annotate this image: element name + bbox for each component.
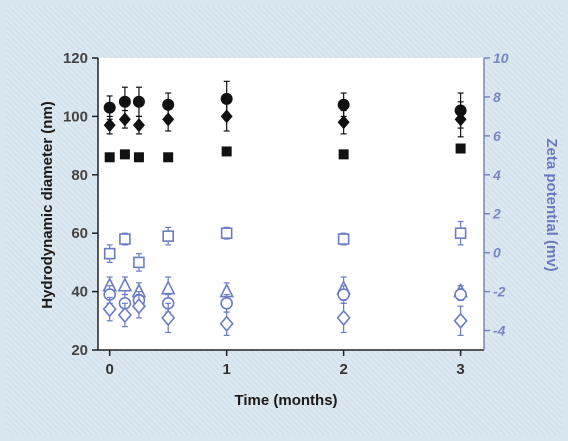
data-point-filled-diamond — [118, 112, 131, 127]
data-point-filled-circle — [118, 95, 131, 108]
y-tick-label: 20 — [71, 342, 88, 359]
data-point-open-circle — [454, 288, 467, 301]
y2-tick-label: -4 — [493, 323, 506, 339]
y2-tick-label: 10 — [493, 50, 509, 66]
data-point-filled-circle — [337, 98, 350, 111]
data-point-open-diamond — [336, 309, 351, 327]
data-point-open-square — [162, 230, 174, 242]
y-tick-label: 120 — [63, 50, 88, 67]
data-point-filled-diamond — [103, 118, 116, 133]
data-point-open-square — [220, 227, 233, 239]
data-point-filled-circle — [132, 95, 145, 108]
data-point-open-diamond — [219, 315, 234, 332]
y2-axis-title: Zeta potential (mv) — [543, 138, 560, 271]
y2-tick-label: 4 — [492, 167, 501, 183]
data-point-filled-diamond — [132, 118, 145, 133]
data-point-open-square — [133, 256, 145, 269]
x-tick-label: 1 — [222, 361, 230, 378]
data-point-open-circle — [337, 288, 350, 301]
data-point-filled-square — [163, 152, 174, 163]
plot-area — [98, 58, 484, 350]
data-point-filled-square — [455, 143, 466, 154]
data-point-open-diamond — [117, 306, 132, 324]
y-axis-title: Hydrodynamic diameter (nm) — [39, 101, 56, 309]
y-tick-label: 40 — [71, 284, 88, 301]
data-marks — [102, 80, 468, 336]
data-point-open-triangle — [117, 276, 133, 292]
data-point-filled-square — [338, 149, 349, 160]
data-point-filled-diamond — [220, 109, 233, 124]
y-tick-label: 60 — [71, 225, 88, 242]
data-point-open-square — [103, 247, 116, 260]
data-point-open-diamond — [453, 312, 468, 330]
data-point-open-diamond — [131, 297, 146, 315]
y-tick-label: 100 — [63, 108, 88, 125]
x-tick-label: 2 — [339, 361, 347, 378]
data-point-open-triangle — [160, 279, 176, 295]
data-point-filled-diamond — [162, 112, 175, 127]
y2-tick-label: 2 — [492, 206, 501, 222]
x-tick-label: 0 — [106, 361, 114, 378]
y2-tick-label: -2 — [493, 284, 506, 300]
data-point-filled-square — [133, 152, 144, 163]
y-tick-label: 80 — [71, 167, 88, 184]
data-point-open-square — [119, 233, 131, 245]
data-point-filled-square — [119, 149, 130, 160]
data-point-open-circle — [220, 296, 233, 310]
data-point-filled-diamond — [337, 115, 350, 130]
data-point-filled-square — [221, 146, 232, 157]
data-point-open-diamond — [161, 309, 176, 327]
data-point-filled-square — [104, 152, 115, 163]
data-point-open-diamond — [102, 300, 117, 318]
data-point-filled-diamond — [454, 112, 467, 127]
x-axis-title: Time (months) — [234, 392, 337, 409]
y2-tick-label: 8 — [493, 89, 501, 105]
x-tick-label: 3 — [456, 361, 464, 378]
y2-tick-label: 6 — [493, 128, 501, 144]
data-point-open-square — [454, 227, 467, 239]
y2-tick-label: 0 — [493, 245, 501, 261]
data-point-open-square — [337, 233, 350, 245]
data-point-filled-circle — [103, 101, 116, 114]
